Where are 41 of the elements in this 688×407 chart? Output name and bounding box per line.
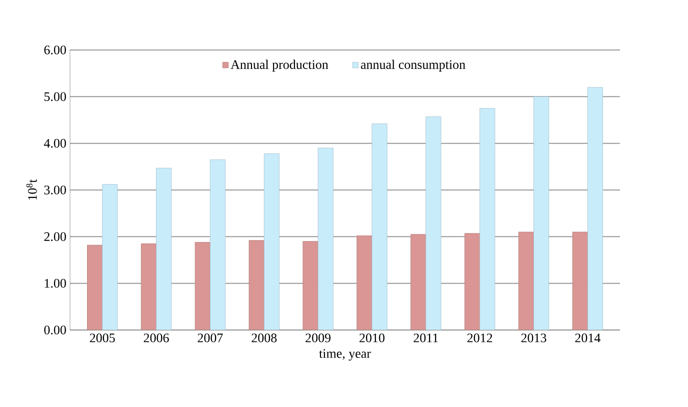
x-axis-title: time, year bbox=[319, 349, 371, 361]
y-tick-label: 2.00 bbox=[44, 232, 66, 242]
y-tick-label: 3.00 bbox=[44, 186, 66, 194]
y-tick-label: 6.00 bbox=[44, 46, 66, 54]
bar bbox=[248, 240, 264, 330]
x-tick-label: 2010 bbox=[360, 334, 384, 342]
bar bbox=[264, 153, 280, 330]
x-tick-label: 2008 bbox=[252, 334, 277, 342]
bar bbox=[410, 234, 426, 330]
legend-label: Annual production bbox=[230, 60, 328, 72]
x-tick-label: 2014 bbox=[575, 334, 600, 342]
bar bbox=[426, 116, 442, 330]
bar bbox=[156, 168, 172, 330]
x-tick-label: 2013 bbox=[521, 334, 546, 342]
bar bbox=[534, 96, 550, 330]
x-tick-label: 2011 bbox=[414, 334, 438, 342]
bar bbox=[356, 236, 372, 330]
x-tick-label: 2007 bbox=[198, 334, 223, 342]
bar bbox=[194, 242, 210, 330]
y-tick-label: 0.00 bbox=[44, 326, 66, 334]
x-tick-label: 2006 bbox=[144, 334, 169, 342]
bar bbox=[87, 244, 103, 330]
bar bbox=[587, 87, 603, 330]
y-tick-label: 1.00 bbox=[44, 278, 66, 288]
bar bbox=[318, 148, 334, 330]
bar bbox=[480, 108, 496, 330]
x-tick-label: 2005 bbox=[90, 334, 115, 342]
legend-label: annual consumption bbox=[360, 60, 466, 72]
x-tick-label: 2009 bbox=[306, 334, 330, 342]
bar bbox=[518, 232, 534, 330]
y-axis-title: 10$^{8}$t bbox=[26, 179, 37, 200]
bar bbox=[210, 159, 226, 330]
x-tick-label: 2012 bbox=[467, 334, 492, 342]
bar bbox=[372, 124, 388, 330]
bar bbox=[572, 232, 588, 330]
y-tick-label: 4.00 bbox=[44, 138, 66, 148]
bar bbox=[302, 241, 318, 330]
y-tick-label: 5.00 bbox=[44, 92, 66, 102]
bar bbox=[464, 233, 480, 330]
bar bbox=[102, 184, 118, 330]
bar bbox=[140, 243, 156, 330]
